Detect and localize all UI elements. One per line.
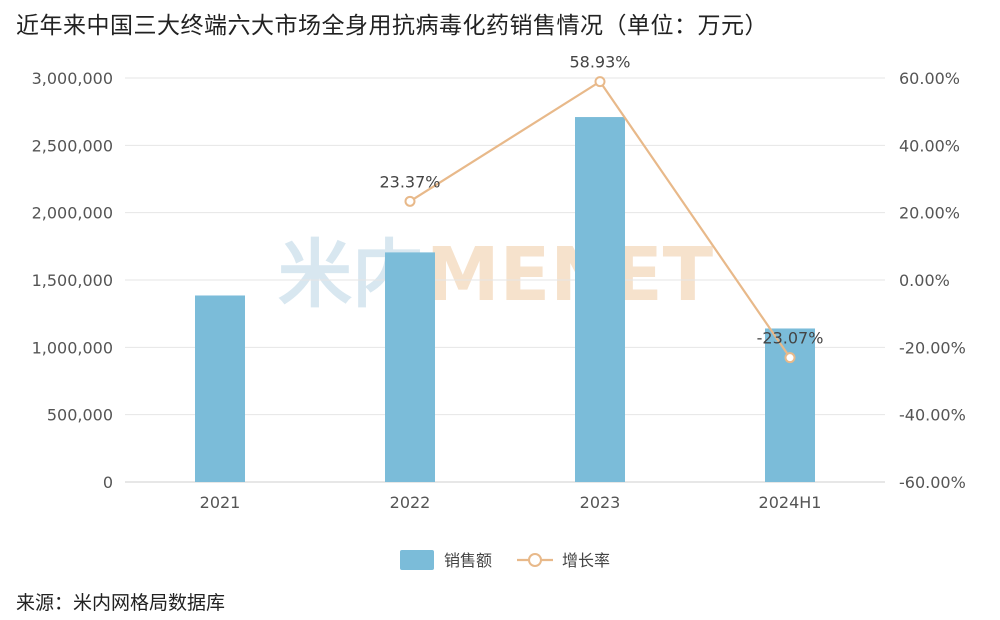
y-left-tick-label: 2,000,000 xyxy=(32,204,113,223)
left-axis: 0 500,000 1,000,000 1,500,000 2,000,000 2,500… xyxy=(32,69,113,492)
bar xyxy=(575,117,625,482)
growth-data-label: 58.93% xyxy=(569,53,630,72)
watermark-text: 米内MENET xyxy=(278,232,714,318)
x-tick-label: 2021 xyxy=(200,493,241,512)
legend-bar-label: 销售额 xyxy=(444,551,492,570)
y-left-tick-label: 1,500,000 xyxy=(32,271,113,290)
x-axis: 2021 2022 2023 2024H1 xyxy=(200,493,822,512)
chart-title: 近年来中国三大终端六大市场全身用抗病毒化药销售情况（单位：万元） xyxy=(16,13,768,39)
growth-data-label: 23.37% xyxy=(379,172,440,191)
bar xyxy=(195,295,245,482)
y-right-tick-label: -60.00% xyxy=(899,473,966,492)
bar xyxy=(385,252,435,482)
y-left-tick-label: 0 xyxy=(103,473,113,492)
watermark-logo: 米内MENET xyxy=(278,232,714,318)
y-left-tick-label: 3,000,000 xyxy=(32,69,113,88)
x-tick-label: 2024H1 xyxy=(759,493,822,512)
x-tick-label: 2023 xyxy=(580,493,621,512)
y-left-tick-label: 2,500,000 xyxy=(32,136,113,155)
growth-data-label: -23.07% xyxy=(757,329,824,348)
y-right-tick-label: 20.00% xyxy=(899,204,960,223)
bar xyxy=(765,328,815,482)
y-left-tick-label: 500,000 xyxy=(47,406,113,425)
y-right-tick-label: 40.00% xyxy=(899,136,960,155)
grid-lines xyxy=(125,77,885,483)
right-axis: -60.00% -40.00% -20.00% 0.00% 20.00% 40.00% 60… xyxy=(899,69,966,492)
y-right-tick-label: 60.00% xyxy=(899,69,960,88)
legend-line-label: 增长率 xyxy=(562,551,610,570)
y-left-tick-label: 1,000,000 xyxy=(32,338,113,357)
y-right-tick-label: -40.00% xyxy=(899,406,966,425)
growth-point xyxy=(784,352,796,364)
growth-point xyxy=(594,76,606,88)
legend-line-marker xyxy=(528,553,542,567)
legend-bar-swatch xyxy=(400,550,434,570)
x-tick-label: 2022 xyxy=(390,493,431,512)
bar-series xyxy=(195,117,815,482)
y-right-tick-label: 0.00% xyxy=(899,271,950,290)
y-right-tick-label: -20.00% xyxy=(899,338,966,357)
source-note: 来源：米内网格局数据库 xyxy=(16,592,226,614)
growth-point xyxy=(404,195,416,207)
line-series: 23.37% 58.93% -23.07% xyxy=(379,53,824,364)
legend: 销售额 增长率 xyxy=(400,550,610,570)
